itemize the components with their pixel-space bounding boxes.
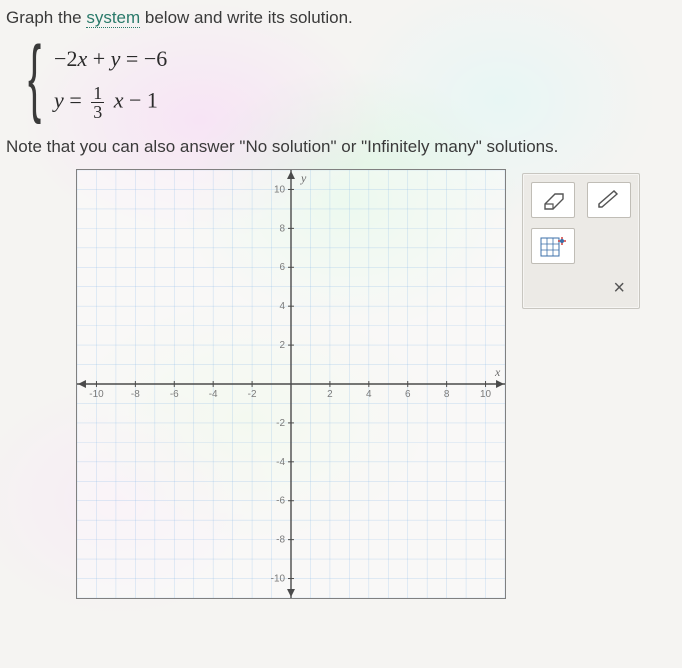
prompt-suffix: below and write its solution. <box>140 8 353 27</box>
svg-text:-6: -6 <box>276 496 285 507</box>
svg-text:10: 10 <box>274 184 286 195</box>
note-line: Note that you can also answer "No soluti… <box>6 137 672 157</box>
pencil-button[interactable] <box>587 182 631 218</box>
svg-text:x: x <box>494 365 501 379</box>
equation-2: y = 13 x − 1 <box>54 84 167 121</box>
prompt-line: Graph the system below and write its sol… <box>6 8 672 28</box>
svg-text:4: 4 <box>366 389 372 400</box>
toolbar-close-button[interactable]: × <box>613 274 627 298</box>
prompt-prefix: Graph the <box>6 8 86 27</box>
svg-text:-8: -8 <box>131 389 140 400</box>
svg-text:8: 8 <box>279 223 285 234</box>
svg-text:10: 10 <box>480 389 492 400</box>
eraser-icon <box>539 190 567 210</box>
svg-text:-2: -2 <box>276 418 285 429</box>
svg-text:6: 6 <box>279 262 285 273</box>
system-link[interactable]: system <box>86 8 140 28</box>
drawing-toolbar: × <box>522 173 640 309</box>
svg-text:-10: -10 <box>89 389 104 400</box>
coordinate-grid[interactable]: -10 -10 -8 -8 -6 -6 -4 -4 -2 -2 2 2 4 4 6 6 8 8 10 10 y x <box>76 169 506 599</box>
svg-text:4: 4 <box>279 301 285 312</box>
svg-text:-4: -4 <box>276 457 285 468</box>
equation-system: { −2x + y = −6 y = 13 x − 1 <box>28 42 672 121</box>
svg-text:-10: -10 <box>271 574 286 585</box>
fraction-numerator: 1 <box>91 84 104 103</box>
svg-text:-4: -4 <box>209 389 218 400</box>
svg-text:8: 8 <box>444 389 450 400</box>
svg-text:-8: -8 <box>276 535 285 546</box>
fraction-denominator: 3 <box>91 103 104 121</box>
grid-point-tool-button[interactable] <box>531 228 575 264</box>
eraser-button[interactable] <box>531 182 575 218</box>
svg-text:-6: -6 <box>170 389 179 400</box>
question-panel: Graph the system below and write its sol… <box>0 0 682 599</box>
svg-text:-2: -2 <box>248 389 257 400</box>
svg-text:2: 2 <box>327 389 333 400</box>
left-brace: { <box>28 34 41 129</box>
pencil-icon <box>595 190 623 210</box>
equation-1: −2x + y = −6 <box>54 46 167 72</box>
svg-text:y: y <box>300 171 307 185</box>
svg-text:2: 2 <box>279 340 285 351</box>
grid-point-icon <box>538 233 568 259</box>
graph-svg[interactable]: -10 -10 -8 -8 -6 -6 -4 -4 -2 -2 2 2 4 4 6 6 8 8 10 10 y x <box>77 170 505 598</box>
svg-text:6: 6 <box>405 389 411 400</box>
